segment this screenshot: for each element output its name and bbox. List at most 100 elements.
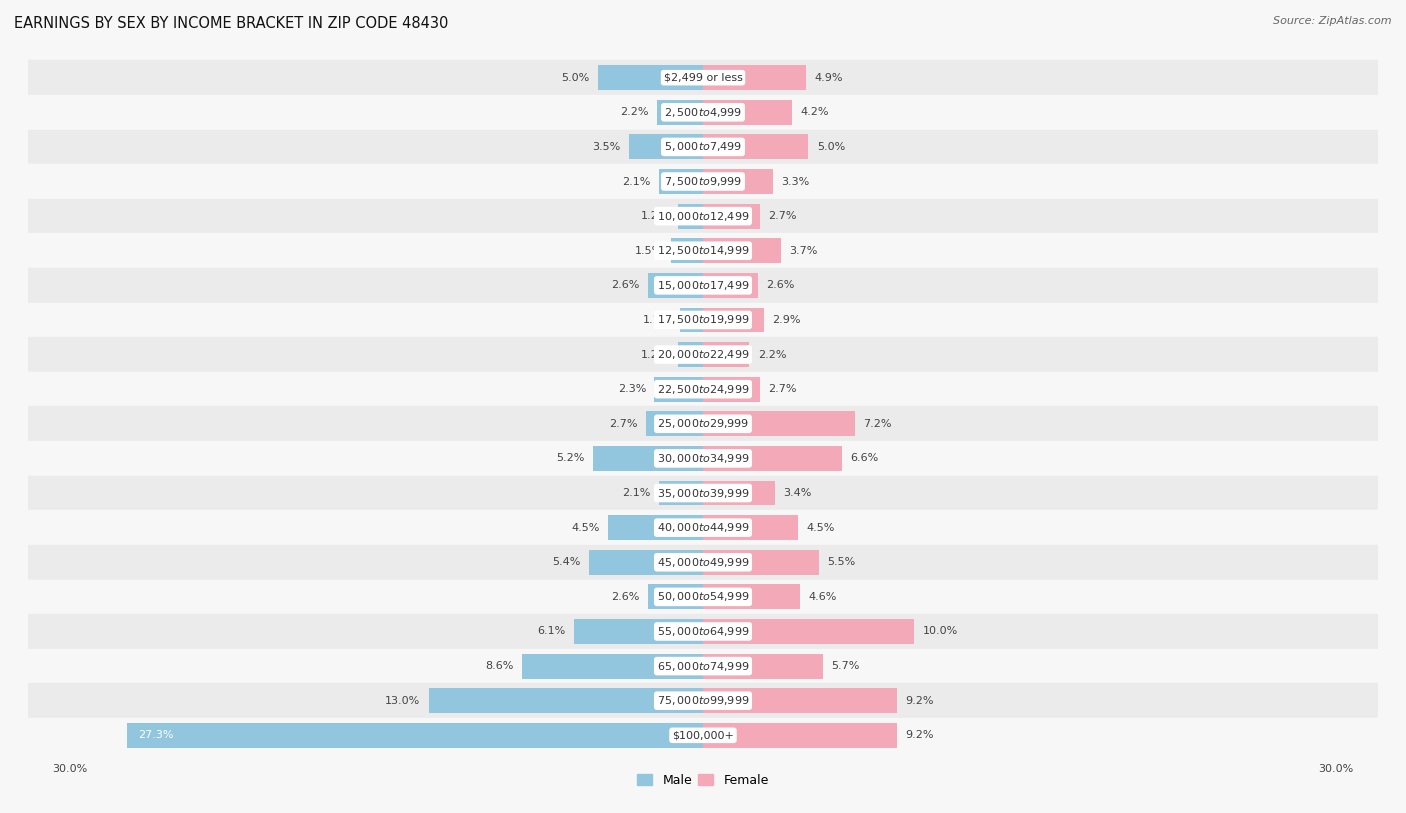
Text: 4.6%: 4.6% <box>808 592 837 602</box>
Text: $7,500 to $9,999: $7,500 to $9,999 <box>664 175 742 188</box>
Bar <box>28 511 1378 545</box>
Text: 2.7%: 2.7% <box>609 419 638 428</box>
Bar <box>28 199 1378 233</box>
Text: 3.5%: 3.5% <box>592 142 621 152</box>
Bar <box>703 169 773 194</box>
Text: 1.1%: 1.1% <box>643 315 672 325</box>
Bar <box>127 723 703 748</box>
Bar <box>703 100 792 124</box>
Bar <box>703 411 855 437</box>
Text: $22,500 to $24,999: $22,500 to $24,999 <box>657 383 749 396</box>
Text: Source: ZipAtlas.com: Source: ZipAtlas.com <box>1274 16 1392 26</box>
Bar <box>28 95 1378 129</box>
Bar <box>703 515 799 540</box>
Bar <box>28 372 1378 406</box>
Bar <box>681 307 703 333</box>
Text: 3.4%: 3.4% <box>783 488 811 498</box>
Text: $100,000+: $100,000+ <box>672 730 734 741</box>
Text: 1.2%: 1.2% <box>641 350 669 359</box>
Bar <box>703 204 759 228</box>
Text: 27.3%: 27.3% <box>138 730 173 741</box>
Bar <box>672 238 703 263</box>
Text: 5.2%: 5.2% <box>557 454 585 463</box>
Bar <box>28 268 1378 302</box>
Text: 2.3%: 2.3% <box>617 385 647 394</box>
Legend: Male, Female: Male, Female <box>633 769 773 792</box>
Bar <box>28 60 1378 95</box>
Bar <box>657 100 703 124</box>
Text: $25,000 to $29,999: $25,000 to $29,999 <box>657 417 749 430</box>
Bar <box>28 580 1378 614</box>
Bar <box>648 273 703 298</box>
Bar <box>647 411 703 437</box>
Text: 2.7%: 2.7% <box>768 211 797 221</box>
Text: 8.6%: 8.6% <box>485 661 513 671</box>
Bar <box>655 376 703 402</box>
Bar <box>678 342 703 367</box>
Text: 6.1%: 6.1% <box>537 627 565 637</box>
Bar <box>28 718 1378 753</box>
Bar <box>28 164 1378 199</box>
Text: 4.5%: 4.5% <box>571 523 599 533</box>
Bar <box>658 169 703 194</box>
Bar <box>703 585 800 609</box>
Text: 5.7%: 5.7% <box>832 661 860 671</box>
Bar <box>28 233 1378 268</box>
Bar <box>28 545 1378 580</box>
Text: 2.2%: 2.2% <box>758 350 786 359</box>
Text: $50,000 to $54,999: $50,000 to $54,999 <box>657 590 749 603</box>
Bar <box>609 515 703 540</box>
Bar <box>703 619 914 644</box>
Text: $45,000 to $49,999: $45,000 to $49,999 <box>657 556 749 569</box>
Bar <box>28 406 1378 441</box>
Text: $10,000 to $12,499: $10,000 to $12,499 <box>657 210 749 223</box>
Text: $2,499 or less: $2,499 or less <box>664 72 742 83</box>
Text: 6.6%: 6.6% <box>851 454 879 463</box>
Text: 2.6%: 2.6% <box>612 280 640 290</box>
Bar <box>28 302 1378 337</box>
Bar <box>703 307 765 333</box>
Bar <box>678 204 703 228</box>
Text: 5.5%: 5.5% <box>827 557 856 567</box>
Bar <box>598 65 703 90</box>
Text: 1.2%: 1.2% <box>641 211 669 221</box>
Bar <box>703 480 775 506</box>
Bar <box>703 723 897 748</box>
Text: 5.4%: 5.4% <box>553 557 581 567</box>
Text: $5,000 to $7,499: $5,000 to $7,499 <box>664 141 742 154</box>
Text: 7.2%: 7.2% <box>863 419 891 428</box>
Bar <box>703 342 749 367</box>
Text: $55,000 to $64,999: $55,000 to $64,999 <box>657 625 749 638</box>
Bar <box>28 614 1378 649</box>
Text: $2,500 to $4,999: $2,500 to $4,999 <box>664 106 742 119</box>
Text: 2.7%: 2.7% <box>768 385 797 394</box>
Text: $65,000 to $74,999: $65,000 to $74,999 <box>657 659 749 672</box>
Text: $20,000 to $22,499: $20,000 to $22,499 <box>657 348 749 361</box>
Text: 2.2%: 2.2% <box>620 107 648 117</box>
Bar <box>28 129 1378 164</box>
Bar <box>703 65 807 90</box>
Bar <box>593 446 703 471</box>
Bar <box>28 441 1378 476</box>
Text: $75,000 to $99,999: $75,000 to $99,999 <box>657 694 749 707</box>
Text: 10.0%: 10.0% <box>922 627 957 637</box>
Text: 2.9%: 2.9% <box>773 315 801 325</box>
Text: $30,000 to $34,999: $30,000 to $34,999 <box>657 452 749 465</box>
Bar <box>658 480 703 506</box>
Bar <box>28 649 1378 684</box>
Text: EARNINGS BY SEX BY INCOME BRACKET IN ZIP CODE 48430: EARNINGS BY SEX BY INCOME BRACKET IN ZIP… <box>14 16 449 31</box>
Text: 13.0%: 13.0% <box>385 696 420 706</box>
Text: 4.2%: 4.2% <box>800 107 828 117</box>
Bar <box>28 337 1378 372</box>
Text: $40,000 to $44,999: $40,000 to $44,999 <box>657 521 749 534</box>
Text: 3.7%: 3.7% <box>790 246 818 256</box>
Text: $12,500 to $14,999: $12,500 to $14,999 <box>657 244 749 257</box>
Text: 2.1%: 2.1% <box>621 176 650 186</box>
Bar <box>703 654 824 679</box>
Text: 9.2%: 9.2% <box>905 696 934 706</box>
Bar <box>648 585 703 609</box>
Text: 2.6%: 2.6% <box>612 592 640 602</box>
Bar <box>703 134 808 159</box>
Bar <box>429 689 703 713</box>
Text: 2.6%: 2.6% <box>766 280 794 290</box>
